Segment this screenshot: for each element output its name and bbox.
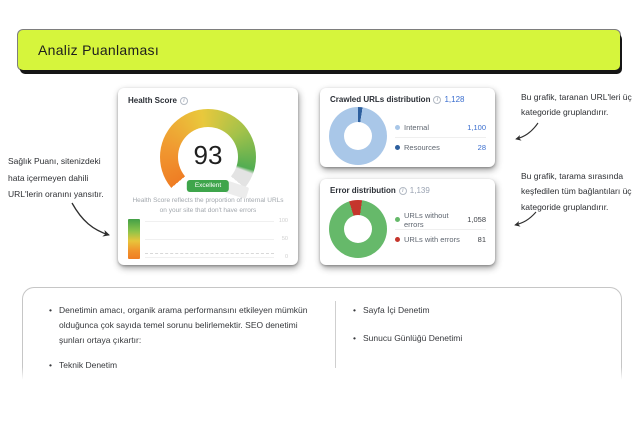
with-errors-color-dot bbox=[395, 236, 400, 242]
health-score-gauge: 93 Excellent bbox=[160, 109, 256, 205]
crawled-urls-card: Crawled URLs distribution i 1,128 Intern… bbox=[320, 88, 495, 167]
page-title: Analiz Puanlaması bbox=[38, 42, 160, 58]
audit-notes-left-column: Denetimin amacı, organik arama performan… bbox=[49, 303, 311, 373]
crawled-title-row: Crawled URLs distribution i 1,128 bbox=[330, 95, 464, 104]
crawled-total-link[interactable]: 1,128 bbox=[444, 95, 465, 104]
legend-label: URLs without errors bbox=[404, 210, 449, 229]
crawled-annotation: Bu grafik, taranan URL'leri üç kategorid… bbox=[521, 92, 632, 118]
internal-color-dot bbox=[395, 125, 400, 130]
legend-value[interactable]: 1,100 bbox=[467, 123, 486, 132]
audit-notes-right-column: Sayfa İçi Denetim Sunucu Günlüğü Denetim… bbox=[353, 303, 608, 346]
gridline-100 bbox=[145, 221, 274, 222]
axis-tick-50: 50 bbox=[281, 236, 288, 242]
page-header: Analiz Puanlaması bbox=[18, 30, 620, 70]
column-divider bbox=[335, 301, 336, 368]
error-total-link[interactable]: 1,139 bbox=[409, 186, 430, 195]
error-title-row: Error distribution i 1,139 bbox=[330, 186, 430, 195]
list-item: Teknik Denetim bbox=[49, 358, 311, 373]
legend-row-resources[interactable]: Resources 28 bbox=[395, 137, 486, 156]
legend-value[interactable]: 28 bbox=[477, 142, 486, 152]
history-plot-area bbox=[145, 219, 274, 259]
legend-row-internal[interactable]: Internal 1,100 bbox=[395, 118, 486, 137]
legend-row-no-errors[interactable]: URLs without errors 1,058 bbox=[395, 210, 486, 229]
list-item: Sunucu Günlüğü Denetimi bbox=[353, 331, 608, 346]
info-icon[interactable]: i bbox=[179, 96, 188, 105]
legend-value[interactable]: 81 bbox=[477, 234, 486, 244]
audit-notes-box: Denetimin amacı, organik arama performan… bbox=[21, 287, 623, 383]
legend-row-with-errors[interactable]: URLs with errors 81 bbox=[395, 229, 486, 248]
health-history-chart: 100 50 0 bbox=[128, 218, 288, 260]
legend-label: URLs with errors bbox=[404, 234, 460, 244]
crawled-legend: Internal 1,100 Resources 28 bbox=[395, 118, 486, 156]
legend-label: Resources bbox=[404, 142, 440, 152]
no-errors-color-dot bbox=[395, 217, 400, 222]
arrow-health bbox=[71, 202, 110, 237]
legend-label: Internal bbox=[404, 123, 430, 132]
error-donut-chart bbox=[329, 200, 387, 258]
gridline-50 bbox=[145, 239, 274, 240]
info-icon[interactable]: i bbox=[433, 95, 442, 104]
error-title: Error distribution bbox=[330, 186, 396, 195]
crawled-donut-chart bbox=[329, 107, 387, 165]
health-score-description: Health Score reflects the proportion of … bbox=[132, 197, 284, 215]
health-score-value: 93 bbox=[193, 140, 223, 170]
list-item: Denetimin amacı, organik arama performan… bbox=[49, 303, 311, 348]
info-icon[interactable]: i bbox=[398, 186, 407, 195]
error-legend: URLs without errors 1,058 URLs with erro… bbox=[395, 210, 486, 248]
gridline-0 bbox=[145, 257, 274, 258]
health-score-title-row: Health Score i bbox=[128, 96, 188, 105]
arrow-crawled bbox=[515, 122, 539, 141]
baseline-dashed bbox=[145, 253, 274, 254]
resources-color-dot bbox=[395, 144, 400, 150]
crawled-title: Crawled URLs distribution bbox=[330, 95, 431, 104]
health-score-title: Health Score bbox=[128, 96, 177, 105]
error-distribution-card: Error distribution i 1,139 URLs without … bbox=[320, 179, 495, 265]
axis-tick-0: 0 bbox=[284, 254, 288, 260]
health-score-card: Health Score i 93 Excellent Health Score… bbox=[118, 88, 298, 265]
errors-annotation: Bu grafik, tarama sırasında keşfedilen t… bbox=[521, 171, 632, 212]
score-gradient-scale bbox=[128, 219, 140, 259]
legend-value[interactable]: 1,058 bbox=[467, 215, 486, 224]
health-score-badge: Excellent bbox=[186, 180, 230, 192]
list-item: Sayfa İçi Denetim bbox=[353, 303, 608, 318]
axis-tick-100: 100 bbox=[278, 218, 288, 224]
health-annotation: Sağlık Puanı, sitenizdeki hata içermeyen… bbox=[8, 156, 104, 200]
